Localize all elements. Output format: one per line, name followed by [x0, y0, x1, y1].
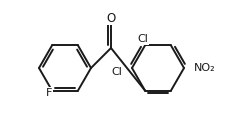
Text: Cl: Cl [138, 35, 148, 45]
Text: Cl: Cl [111, 67, 122, 77]
Text: NO₂: NO₂ [194, 63, 216, 73]
Text: O: O [106, 12, 116, 25]
Text: F: F [46, 88, 52, 98]
